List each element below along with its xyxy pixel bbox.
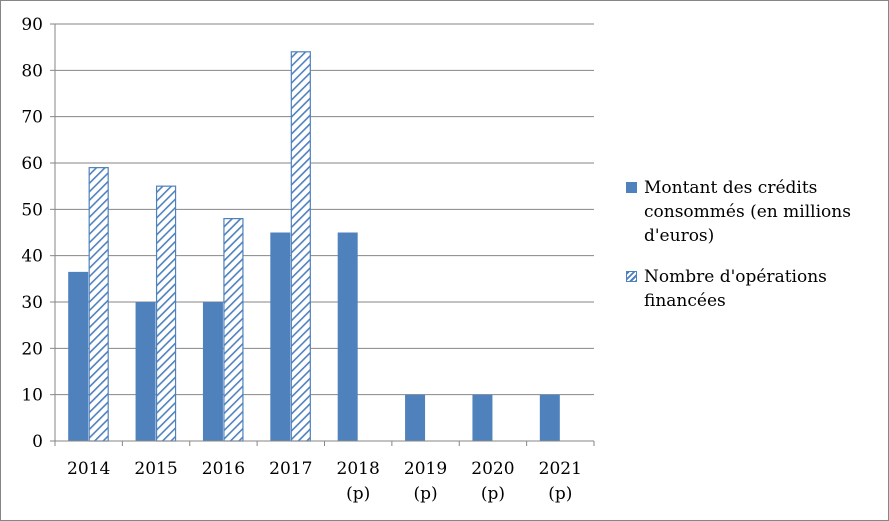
bar-nombre-operations (290, 51, 311, 442)
x-tick-label: 2020 (471, 459, 514, 479)
y-tick-label: 90 (21, 15, 43, 35)
x-tick-label: 2021 (539, 459, 582, 479)
y-tick-label: 80 (21, 61, 43, 81)
bar-montant-credits (337, 232, 358, 441)
x-tick-label: 2016 (202, 459, 245, 479)
bar-nombre-operations (223, 218, 244, 442)
x-tick-label: (p) (413, 484, 437, 504)
legend-label-line: Montant des crédits (644, 178, 818, 198)
bar-montant-credits (68, 271, 89, 441)
y-tick-label: 30 (21, 293, 43, 313)
legend-label: Montant des crédits consommés (en million… (644, 176, 874, 248)
y-tick-label: 0 (32, 432, 43, 452)
bar-montant-credits (472, 394, 493, 441)
legend-swatch-hatched (626, 271, 637, 282)
x-tick-label: 2015 (134, 459, 177, 479)
bar-montant-credits (270, 232, 291, 441)
legend-label: Nombre d'opérations financées (644, 265, 874, 313)
bar-montant-credits (539, 394, 560, 441)
x-tick-label: (p) (481, 484, 505, 504)
bar-nombre-operations (88, 167, 109, 442)
legend-label-line: financées (644, 291, 726, 311)
y-tick-label: 60 (21, 154, 43, 174)
bar-montant-credits (135, 302, 156, 441)
x-tick-label: 2019 (404, 459, 447, 479)
x-tick-label: (p) (548, 484, 572, 504)
y-tick-label: 40 (21, 247, 43, 267)
x-tick-label: 2017 (269, 459, 312, 479)
y-tick-label: 10 (21, 386, 43, 406)
x-tick-label: 2014 (67, 459, 110, 479)
x-tick-label: (p) (346, 484, 370, 504)
y-tick-label: 70 (21, 108, 43, 128)
legend-label-line: consommés (en millions (644, 202, 851, 222)
y-tick-label: 50 (21, 200, 43, 220)
bar-montant-credits (405, 394, 426, 441)
legend-label-line: Nombre d'opérations (644, 267, 827, 287)
bar-montant-credits (202, 302, 223, 441)
x-tick-label: 2018 (337, 459, 380, 479)
legend-swatch-solid (626, 182, 637, 193)
bar-nombre-operations (155, 185, 177, 442)
y-tick-label: 20 (21, 339, 43, 359)
legend-label-line: d'euros) (644, 226, 715, 246)
